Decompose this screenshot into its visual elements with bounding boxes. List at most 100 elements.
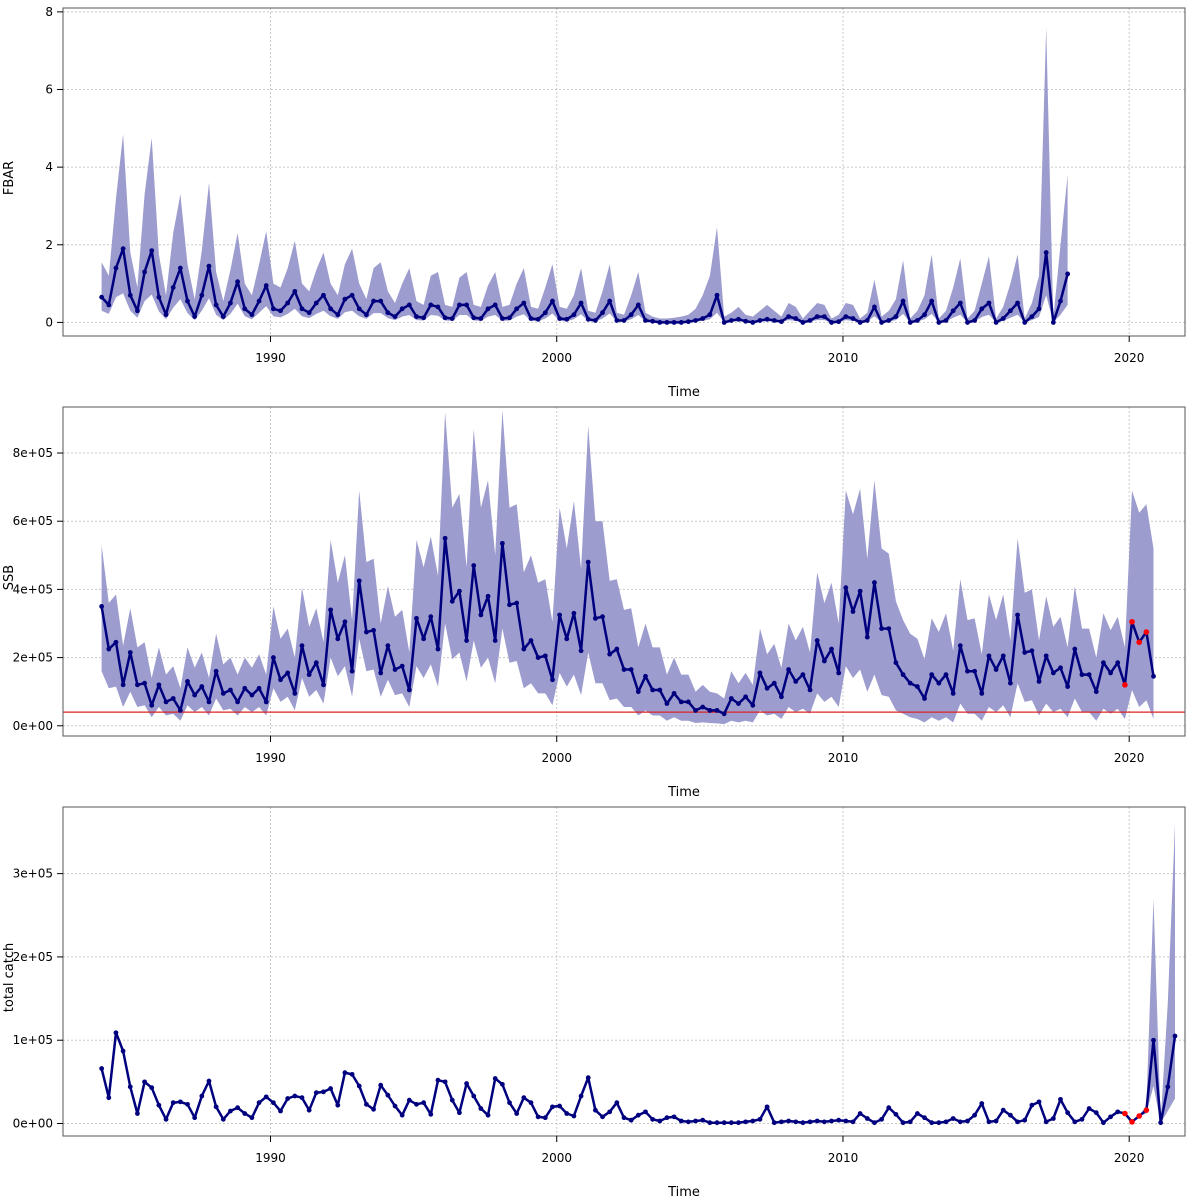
data-point: [943, 318, 949, 323]
data-point: [1079, 1116, 1085, 1122]
data-point: [1086, 672, 1092, 678]
data-point: [163, 699, 169, 705]
data-point: [721, 320, 727, 325]
data-point: [1058, 298, 1063, 304]
data-point: [99, 604, 105, 609]
data-point-projection: [1129, 618, 1135, 625]
data-point: [879, 320, 885, 325]
panel-fbar: 1990 2000 2010 2020 0 2 4 6 8 Time FBAR: [2, 5, 1186, 400]
data-point: [521, 300, 527, 306]
data-point: [135, 308, 140, 314]
data-point: [614, 1100, 620, 1106]
data-point: [428, 1111, 434, 1117]
data-point: [99, 294, 105, 300]
data-point: [607, 1109, 613, 1115]
data-point: [993, 1118, 999, 1124]
data-point: [106, 302, 112, 308]
data-point: [163, 312, 169, 318]
data-point: [657, 687, 663, 693]
data-point: [349, 668, 355, 674]
data-point: [313, 660, 319, 666]
x-tick-label: 2020: [1114, 751, 1145, 765]
data-point: [693, 1118, 698, 1124]
data-point: [900, 1120, 906, 1126]
data-point: [1065, 1110, 1071, 1116]
data-point: [771, 318, 777, 323]
data-point: [220, 690, 226, 696]
data-point: [521, 646, 527, 652]
data-point: [750, 702, 756, 708]
data-point: [399, 663, 405, 669]
data-point: [1079, 672, 1085, 678]
data-point: [857, 320, 863, 325]
data-point: [914, 318, 920, 323]
data-point: [657, 1118, 663, 1124]
data-point: [721, 1120, 727, 1126]
data-point: [464, 638, 469, 643]
data-point: [607, 298, 613, 304]
x-axis-label: Time: [667, 785, 700, 800]
data-point: [907, 1119, 913, 1125]
data-point: [521, 1095, 527, 1101]
x-tick-label: 2010: [828, 351, 859, 365]
data-point: [829, 646, 834, 652]
data-point: [743, 1119, 749, 1125]
data-point: [220, 314, 226, 319]
data-point: [693, 708, 698, 713]
data-point: [435, 1077, 441, 1083]
data-point: [507, 602, 512, 608]
data-point: [893, 314, 899, 319]
data-point: [113, 265, 119, 271]
y-tick-label: 6: [45, 83, 53, 97]
x-axis-label: Time: [667, 1185, 700, 1200]
data-point: [1172, 1033, 1178, 1039]
data-point: [356, 578, 362, 584]
data-point: [929, 672, 935, 678]
data-point: [535, 655, 541, 660]
data-point: [142, 269, 147, 275]
data-point: [249, 312, 255, 318]
data-point: [585, 559, 591, 565]
data-point: [306, 310, 312, 316]
data-point: [664, 320, 670, 325]
data-point: [142, 1079, 147, 1085]
data-point: [979, 306, 985, 312]
data-point: [950, 1116, 956, 1121]
data-point: [786, 314, 791, 319]
data-point: [614, 646, 620, 652]
data-point: [757, 670, 763, 676]
data-point: [693, 318, 698, 323]
data-point: [621, 1115, 627, 1121]
data-point: [292, 1093, 298, 1099]
data-point: [471, 1093, 477, 1099]
data-point: [378, 670, 384, 676]
data-point: [585, 316, 591, 322]
data-point: [99, 1066, 105, 1071]
data-point: [592, 615, 598, 621]
data-point: [872, 304, 877, 310]
y-tick-label: 0e+00: [13, 1117, 53, 1131]
data-point: [728, 318, 734, 323]
y-tick-label: 0e+00: [13, 719, 53, 733]
data-point: [557, 1103, 562, 1109]
data-point: [950, 690, 956, 696]
data-point: [671, 1114, 677, 1120]
data-point: [714, 708, 720, 713]
data-point: [1008, 1112, 1013, 1118]
data-point: [957, 643, 963, 649]
data-point: [321, 682, 326, 688]
data-point: [406, 1097, 412, 1103]
data-point: [292, 288, 298, 294]
data-point: [571, 1113, 577, 1119]
data-point: [836, 1117, 842, 1123]
data-point: [457, 302, 462, 308]
data-point: [392, 314, 398, 319]
data-point: [957, 300, 963, 306]
data-point: [736, 701, 741, 707]
data-point: [528, 316, 534, 321]
data-point: [392, 1103, 398, 1109]
data-point: [829, 320, 834, 325]
data-point: [485, 593, 491, 599]
data-point: [471, 315, 477, 321]
